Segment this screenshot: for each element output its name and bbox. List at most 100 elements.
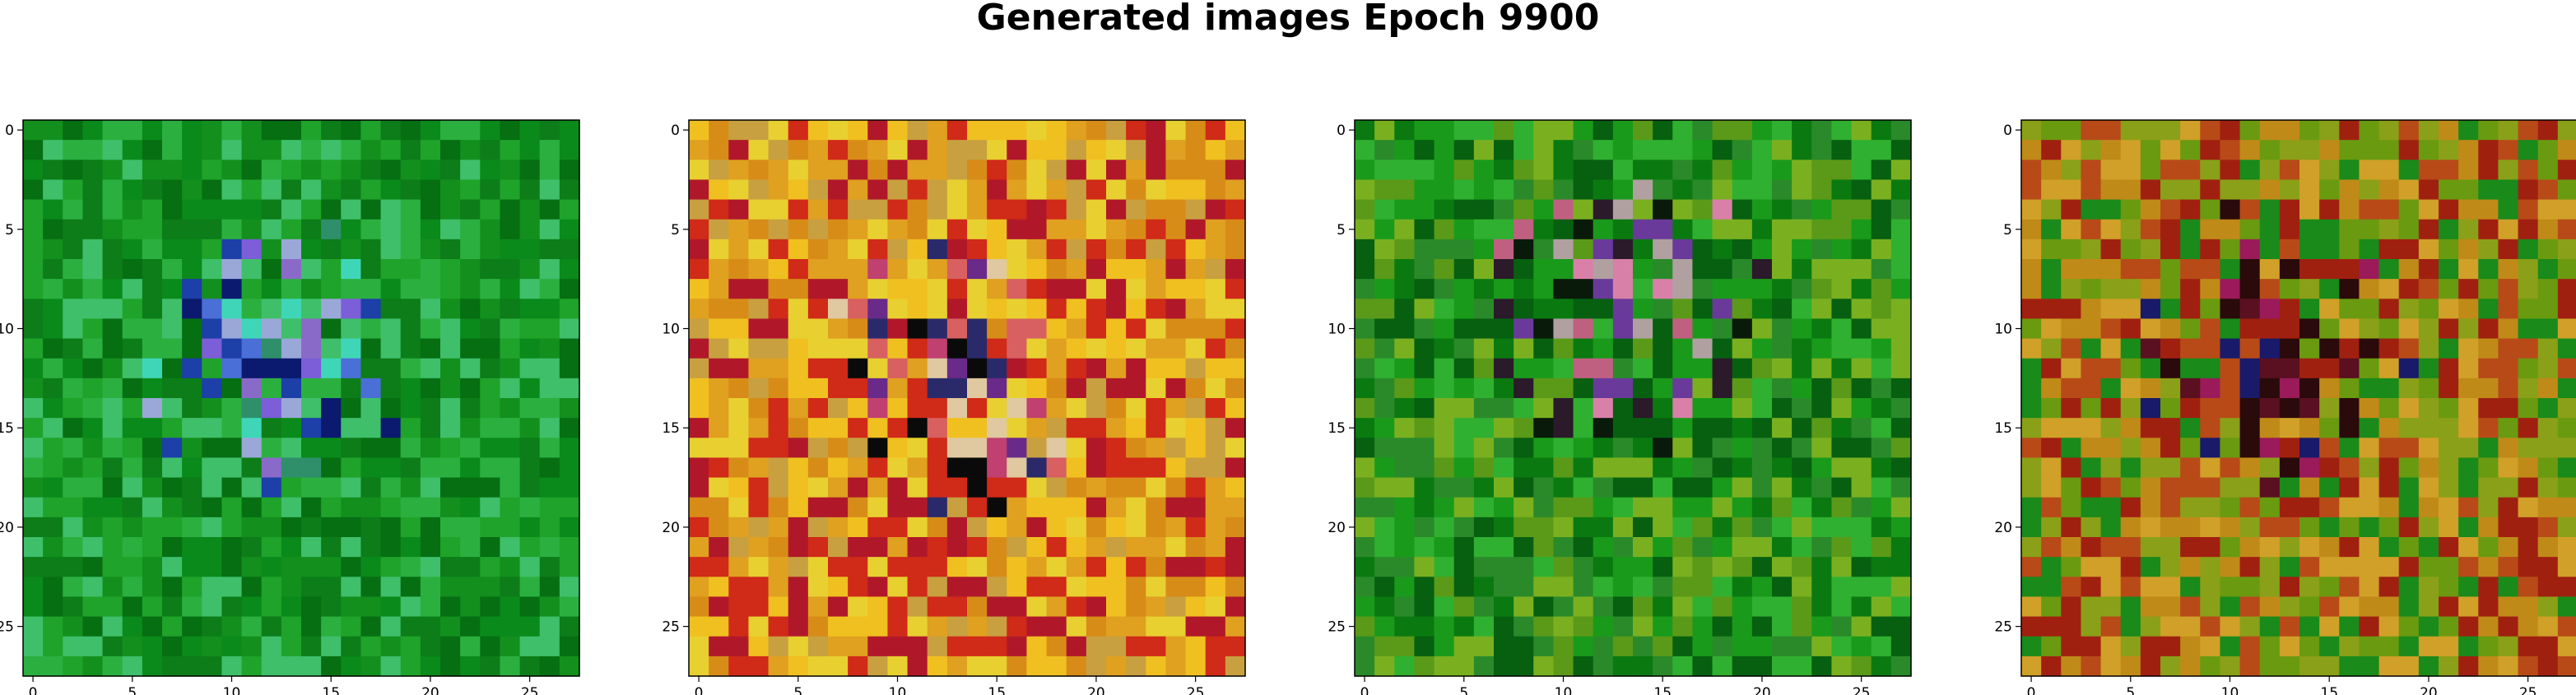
pixel-cell	[828, 457, 849, 479]
pixel-cell	[1514, 318, 1534, 340]
pixel-cell	[2081, 199, 2102, 220]
pixel-cell	[2537, 497, 2559, 518]
pixel-cell	[2081, 418, 2102, 438]
pixel-cell	[946, 497, 968, 518]
pixel-cell	[182, 596, 202, 618]
pixel-cell	[1225, 577, 1246, 598]
pixel-cell	[867, 259, 889, 280]
pixel-cell	[321, 299, 342, 320]
pixel-cell	[2140, 179, 2161, 201]
pixel-cell	[907, 438, 928, 459]
pixel-cell	[142, 477, 163, 498]
pixel-cell	[1414, 378, 1435, 399]
pixel-cell	[400, 418, 421, 438]
pixel-cell	[689, 497, 709, 518]
pixel-cell	[1185, 656, 1207, 677]
pixel-cell	[261, 596, 282, 618]
pixel-cell	[400, 259, 421, 280]
pixel-cell	[2120, 477, 2141, 498]
pixel-cell	[460, 557, 481, 577]
pixel-cell	[1633, 477, 1653, 498]
pixel-cell	[2537, 338, 2559, 359]
pixel-cell	[182, 616, 202, 637]
pixel-cell	[500, 358, 521, 379]
pixel-cell	[142, 140, 163, 160]
pixel-cell	[1394, 438, 1416, 459]
pixel-cell	[360, 199, 382, 220]
pixel-cell	[1185, 457, 1207, 479]
pixel-cell	[261, 656, 282, 677]
pixel-cell	[1851, 517, 1872, 538]
pixel-cell	[2081, 299, 2102, 320]
pixel-cell	[1573, 616, 1594, 637]
pixel-cell	[1205, 120, 1226, 141]
image-panel-1: 0 5 10 15 20 25 0 5 10 15 20 25	[0, 119, 580, 695]
pixel-cell	[1593, 596, 1614, 618]
pixel-cell	[380, 457, 402, 479]
pixel-cell	[2537, 140, 2559, 160]
pixel-cell	[1732, 140, 1753, 160]
pixel-cell	[828, 299, 849, 320]
pixel-cell	[2439, 279, 2459, 299]
pixel-cell	[2160, 418, 2181, 438]
pixel-cell	[2220, 656, 2241, 677]
pixel-cell	[1612, 457, 1634, 479]
pixel-cell	[1692, 219, 1713, 240]
pixel-cell	[867, 438, 889, 459]
pixel-cell	[1434, 557, 1455, 577]
pixel-cell	[122, 557, 143, 577]
pixel-cell	[261, 497, 282, 518]
pixel-cell	[2279, 596, 2300, 618]
pixel-cell	[2160, 179, 2181, 201]
pixel-cell	[2458, 358, 2479, 379]
pixel-cell	[2557, 517, 2576, 538]
pixel-cell	[1026, 358, 1048, 379]
pixel-cell	[689, 596, 709, 618]
pixel-cell	[2180, 418, 2201, 438]
pixel-cell	[1811, 120, 1833, 141]
pixel-cell	[162, 140, 183, 160]
pixel-cell	[460, 179, 481, 201]
pixel-cell	[1573, 596, 1594, 618]
pixel-cell	[1185, 199, 1207, 220]
pixel-cell	[2458, 616, 2479, 637]
pixel-cell	[261, 636, 282, 657]
pixel-cell	[2160, 497, 2181, 518]
pixel-cell	[987, 299, 1007, 320]
pixel-cell	[301, 656, 322, 677]
pixel-cell	[281, 616, 302, 637]
pixel-cell	[1851, 438, 1872, 459]
pixel-cell	[1494, 120, 1514, 141]
pixel-cell	[2021, 120, 2042, 141]
pixel-cell	[1374, 239, 1395, 260]
pixel-cell	[400, 239, 421, 260]
pixel-cell	[380, 418, 402, 438]
pixel-cell	[2518, 477, 2539, 498]
pixel-cell	[2279, 259, 2300, 280]
pixel-cell	[1732, 616, 1753, 637]
pixel-cell	[162, 358, 183, 379]
pixel-cell	[2299, 199, 2320, 220]
pixel-cell	[2498, 179, 2519, 201]
pixel-cell	[1434, 120, 1455, 141]
pixel-cell	[2319, 219, 2340, 240]
pixel-cell	[987, 279, 1007, 299]
pixel-cell	[1811, 358, 1833, 379]
pixel-cell	[1593, 418, 1614, 438]
pixel-cell	[2041, 318, 2062, 340]
pixel-cell	[748, 179, 770, 201]
pixel-cell	[728, 358, 750, 379]
pixel-cell	[1593, 120, 1614, 141]
pixel-cell	[1066, 299, 1087, 320]
pixel-cell	[2359, 259, 2380, 280]
pixel-cell	[1007, 418, 1028, 438]
pixel-cell	[2557, 616, 2576, 637]
pixel-cell	[420, 219, 441, 240]
pixel-cell	[2120, 219, 2141, 240]
pixel-cell	[2180, 577, 2201, 598]
pixel-cell	[380, 438, 402, 459]
pixel-cell	[1165, 318, 1187, 340]
pixel-cell	[162, 656, 183, 677]
pixel-cell	[709, 557, 729, 577]
pixel-cell	[519, 140, 541, 160]
